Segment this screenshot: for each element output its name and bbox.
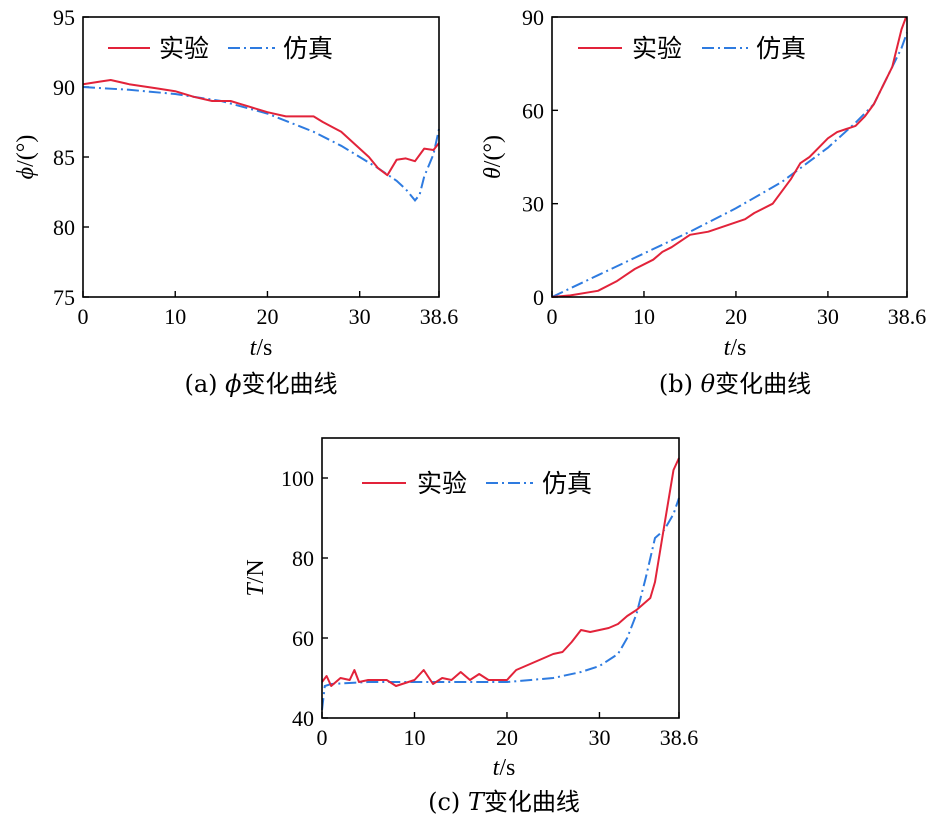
plot-frame-c <box>321 437 680 719</box>
y-tick-label-c: 80 <box>292 546 314 571</box>
caption-prefix-b: (b) <box>659 370 701 398</box>
caption-symbol-a: ϕ <box>225 370 241 398</box>
y-axis-label-b: θ/(°) <box>480 135 506 179</box>
x-axis-unit-c: /s <box>499 755 515 781</box>
caption-symbol-b: θ <box>701 370 716 398</box>
plot-frame-b <box>551 16 908 298</box>
x-tick-label-c: 0 <box>317 725 328 750</box>
x-axis-label-b: t/s <box>724 335 747 361</box>
y-axis-label-c: T/N <box>243 559 269 596</box>
y-axis-unit-b: /(°) <box>480 135 506 167</box>
caption-prefix-c: (c) <box>428 788 468 816</box>
legend-b: 实验 仿真 <box>578 34 806 63</box>
x-tick-label-a: 0 <box>78 304 89 329</box>
y-axis-label-a: ϕ/(°) <box>13 135 39 180</box>
caption-suffix-b: 变化曲线 <box>715 370 811 398</box>
plot-area-c: 0 10 20 30 38.6 40 60 80 100 <box>281 457 699 750</box>
series-experiment-line-c <box>321 457 680 687</box>
y-tick-label-b: 90 <box>522 5 544 30</box>
series-experiment-line-a <box>82 79 440 177</box>
x-tick-label-a: 38.6 <box>420 304 459 329</box>
x-tick-label-b: 10 <box>633 304 655 329</box>
caption-suffix-c: 变化曲线 <box>484 788 580 816</box>
caption-symbol-c: T <box>468 788 486 816</box>
caption-b: (b) θ变化曲线 <box>659 370 811 398</box>
x-tick-label-c: 20 <box>496 725 518 750</box>
x-axis-unit-a: /s <box>256 335 272 361</box>
y-tick-label-c: 60 <box>292 626 314 651</box>
x-tick-label-a: 10 <box>164 304 186 329</box>
x-tick-label-c: 38.6 <box>660 725 699 750</box>
y-tick-label-c: 40 <box>292 706 314 731</box>
caption-a: (a) ϕ变化曲线 <box>184 370 337 398</box>
y-axis-symbol-b: θ <box>480 167 506 179</box>
series-experiment-line-b <box>551 16 908 298</box>
legend-label-experiment: 实验 <box>159 34 209 63</box>
y-tick-label-a: 80 <box>53 215 75 240</box>
x-axis-symbol-b: t <box>724 335 732 361</box>
x-tick-label-a: 20 <box>256 304 278 329</box>
y-tick-label-c: 100 <box>281 466 314 491</box>
plot-area-a: 0 10 20 30 38.6 75 80 85 90 95 <box>53 5 458 329</box>
series-simulation-line-c <box>321 497 680 711</box>
y-tick-label-a: 85 <box>53 145 75 170</box>
x-axis-symbol-a: t <box>250 335 258 361</box>
x-axis-unit-b: /s <box>730 335 746 361</box>
x-tick-label-b: 30 <box>817 304 839 329</box>
y-tick-label-b: 60 <box>522 98 544 123</box>
plot-frame-a <box>82 16 440 298</box>
y-tick-label-b: 30 <box>522 192 544 217</box>
caption-c: (c) T变化曲线 <box>428 788 580 816</box>
x-tick-label-b: 20 <box>725 304 747 329</box>
legend-label-experiment: 实验 <box>417 469 467 498</box>
x-tick-label-c: 30 <box>588 725 610 750</box>
panel-c: 0 10 20 30 38.6 40 60 80 100 实验 仿真 T/N t/s (c) T… <box>243 437 699 816</box>
x-tick-label-b: 38.6 <box>888 304 927 329</box>
y-tick-label-b: 0 <box>533 285 544 310</box>
y-axis-symbol-c: T <box>243 582 269 597</box>
legend-label-simulation: 仿真 <box>283 34 333 63</box>
y-axis-unit-a: /(°) <box>13 135 39 167</box>
legend-label-experiment: 实验 <box>632 34 682 63</box>
x-axis-label-c: t/s <box>493 755 516 781</box>
caption-suffix-a: 变化曲线 <box>242 370 338 398</box>
caption-prefix-a: (a) <box>184 370 225 398</box>
legend-c: 实验 仿真 <box>362 469 592 498</box>
y-axis-unit-c: /N <box>243 559 269 583</box>
x-axis-symbol-c: t <box>493 755 501 781</box>
legend-label-simulation: 仿真 <box>542 469 592 498</box>
x-tick-label-c: 10 <box>403 725 425 750</box>
series-simulation-line-a <box>82 86 440 202</box>
legend-a: 实验 仿真 <box>108 34 333 63</box>
y-tick-label-a: 95 <box>53 5 75 30</box>
series-simulation-line-b <box>551 32 908 298</box>
x-tick-label-b: 0 <box>547 304 558 329</box>
x-tick-label-a: 30 <box>349 304 371 329</box>
plot-area-b: 0 10 20 30 38.6 0 30 60 90 <box>522 5 926 329</box>
y-axis-symbol-a: ϕ <box>13 167 39 179</box>
y-tick-label-a: 90 <box>53 75 75 100</box>
x-axis-label-a: t/s <box>250 335 273 361</box>
y-tick-label-a: 75 <box>53 285 75 310</box>
legend-label-simulation: 仿真 <box>756 34 806 63</box>
